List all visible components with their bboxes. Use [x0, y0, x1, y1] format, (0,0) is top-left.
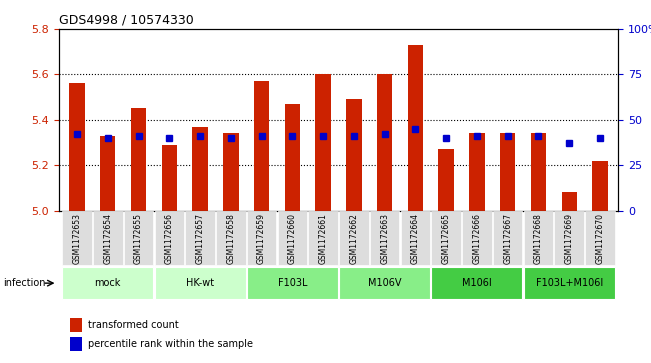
Bar	[469, 133, 484, 211]
Bar	[408, 45, 423, 211]
Bar	[70, 83, 85, 211]
Bar	[70, 318, 82, 332]
Bar	[523, 267, 615, 299]
Text: GSM1172667: GSM1172667	[503, 213, 512, 264]
Text: GSM1172653: GSM1172653	[72, 213, 81, 264]
Bar	[377, 74, 393, 211]
Bar	[161, 145, 177, 211]
Bar	[523, 211, 553, 265]
Text: transformed count: transformed count	[88, 320, 178, 330]
Bar	[339, 211, 368, 265]
Text: infection: infection	[3, 278, 46, 288]
Text: GSM1172658: GSM1172658	[227, 213, 236, 264]
Text: mock: mock	[94, 278, 121, 288]
Bar	[186, 211, 215, 265]
Text: GSM1172662: GSM1172662	[350, 213, 359, 264]
Bar	[70, 338, 82, 351]
Bar	[62, 211, 92, 265]
Bar	[131, 109, 146, 211]
Text: M106I: M106I	[462, 278, 492, 288]
Bar	[62, 267, 154, 299]
Text: GSM1172665: GSM1172665	[441, 213, 450, 264]
Bar	[124, 211, 154, 265]
Bar	[154, 211, 184, 265]
Bar	[316, 74, 331, 211]
Bar	[400, 211, 430, 265]
Text: GSM1172657: GSM1172657	[195, 213, 204, 264]
Bar	[346, 99, 361, 211]
Bar	[254, 81, 270, 211]
Bar	[592, 160, 607, 211]
Bar	[284, 104, 300, 211]
Text: HK-wt: HK-wt	[186, 278, 214, 288]
Bar	[154, 267, 245, 299]
Text: GSM1172664: GSM1172664	[411, 213, 420, 264]
Text: GSM1172668: GSM1172668	[534, 213, 543, 264]
Text: F103L: F103L	[277, 278, 307, 288]
Bar	[531, 133, 546, 211]
Text: GDS4998 / 10574330: GDS4998 / 10574330	[59, 13, 193, 26]
Text: GSM1172669: GSM1172669	[564, 213, 574, 264]
Text: GSM1172660: GSM1172660	[288, 213, 297, 264]
Bar	[247, 267, 338, 299]
Bar	[432, 267, 523, 299]
Bar	[309, 211, 338, 265]
Text: GSM1172655: GSM1172655	[134, 213, 143, 264]
Bar	[277, 211, 307, 265]
Bar	[216, 211, 245, 265]
Bar	[432, 211, 461, 265]
Text: GSM1172654: GSM1172654	[104, 213, 113, 264]
Bar	[193, 127, 208, 211]
Text: GSM1172666: GSM1172666	[473, 213, 482, 264]
Bar	[585, 211, 615, 265]
Text: GSM1172663: GSM1172663	[380, 213, 389, 264]
Bar	[339, 267, 430, 299]
Bar	[500, 133, 516, 211]
Bar	[493, 211, 523, 265]
Text: GSM1172659: GSM1172659	[257, 213, 266, 264]
Bar	[223, 133, 238, 211]
Bar	[439, 149, 454, 211]
Text: percentile rank within the sample: percentile rank within the sample	[88, 339, 253, 350]
Bar	[93, 211, 122, 265]
Text: GSM1172670: GSM1172670	[596, 213, 605, 264]
Text: F103L+M106I: F103L+M106I	[536, 278, 603, 288]
Bar	[555, 211, 584, 265]
Bar	[562, 192, 577, 211]
Text: GSM1172661: GSM1172661	[318, 213, 327, 264]
Text: M106V: M106V	[368, 278, 402, 288]
Text: GSM1172656: GSM1172656	[165, 213, 174, 264]
Bar	[370, 211, 400, 265]
Bar	[462, 211, 492, 265]
Bar	[100, 136, 115, 211]
Bar	[247, 211, 277, 265]
